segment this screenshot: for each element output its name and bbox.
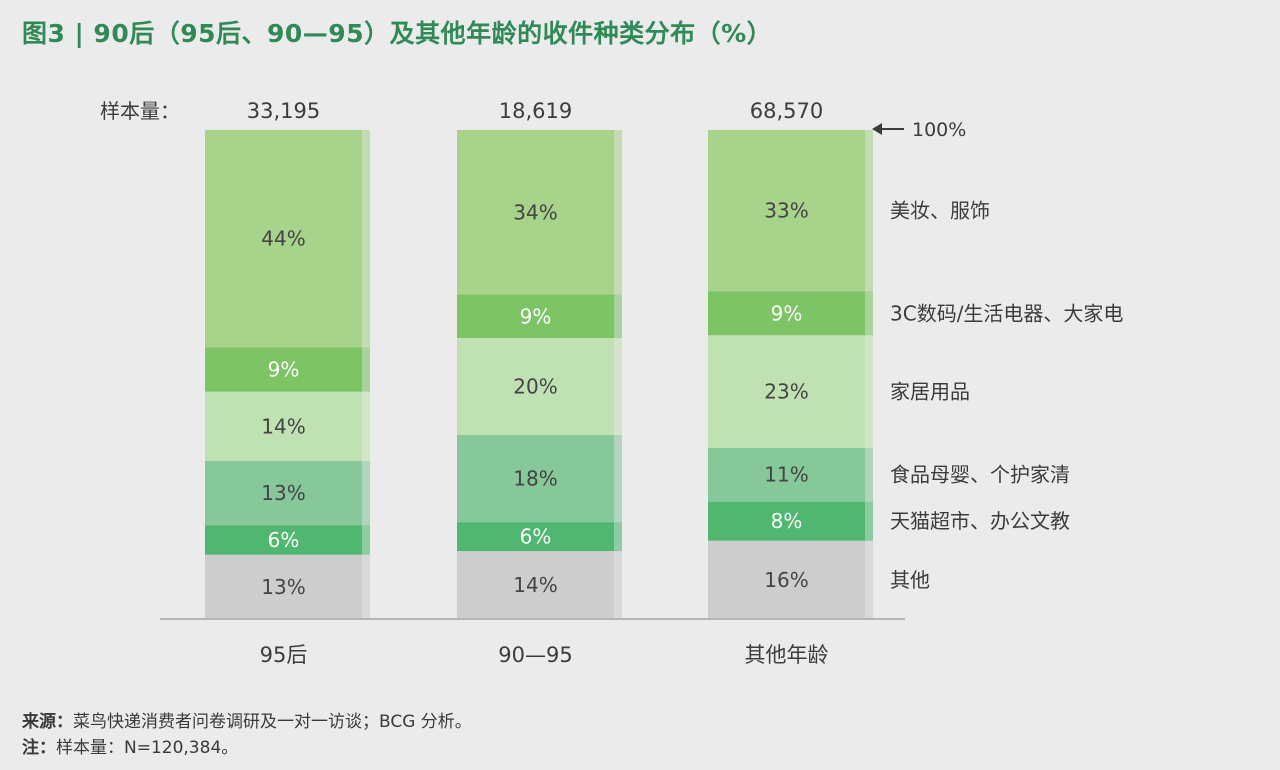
bar-segment — [457, 522, 614, 552]
bar-value-label: 9% — [771, 301, 803, 325]
value-labels-group: 44% 9% 14% 13% 6% 13% 34% 9% 20% 18% 6% 14% 33% 9% 23%… — [261, 199, 808, 599]
sample-size-value: 68,570 — [750, 99, 823, 123]
bar-segment — [457, 130, 614, 295]
bar-value-label: 14% — [513, 573, 557, 597]
bar-segment-shade — [614, 294, 622, 339]
footer: 来源：菜鸟快递消费者问卷调研及一对一访谈；BCG 分析。 注：样本量：N=120… — [22, 709, 472, 761]
bar-segment — [708, 540, 865, 619]
bar-segment-shade — [362, 460, 370, 526]
bar-segment-shade — [614, 130, 622, 295]
sample-values-group: 33,195 18,619 68,570 — [247, 99, 823, 123]
source-label: 来源： — [22, 712, 73, 732]
bar-segment-shade — [362, 525, 370, 555]
bar-segment-shade — [614, 435, 622, 523]
bar-segment-shade — [362, 391, 370, 461]
legend-label: 其他 — [890, 568, 930, 592]
category-labels-group: 95后 90—95 其他年龄 — [260, 643, 829, 667]
bar-value-label: 8% — [771, 509, 803, 533]
bar-segment-shade — [614, 338, 622, 436]
bar-segment — [205, 130, 362, 348]
legend-label: 3C数码/生活电器、大家电 — [890, 301, 1123, 325]
bar-value-label: 44% — [261, 227, 305, 251]
bar-value-label: 16% — [764, 568, 808, 592]
bar-value-label: 13% — [261, 575, 305, 599]
bar-value-label: 23% — [764, 380, 808, 404]
bar-value-label: 9% — [268, 358, 300, 382]
legend-group: 美妆、服饰 3C数码/生活电器、大家电家居用品食品母婴、个护家清天猫超市、办公文教… — [890, 199, 1123, 592]
note-text: 样本量：N=120,384。 — [56, 738, 239, 758]
top-100-marker: 100% — [872, 119, 966, 141]
bar-segment-shade — [865, 291, 873, 336]
bars-group — [205, 130, 873, 619]
bar-segment-shade — [614, 551, 622, 619]
stacked-bar-chart: 样本量： 100% 44% 9% 14% 13% 6% 13% 34% 9% 20% 18% 6% 1… — [100, 99, 1123, 667]
category-label: 90—95 — [498, 643, 572, 667]
bar-value-label: 6% — [268, 528, 300, 552]
marker-label: 100% — [912, 119, 966, 141]
bar-segment-shade — [362, 347, 370, 392]
bar-segment-shade — [865, 540, 873, 619]
chart-title: 图3 | 90后（95后、90—95）及其他年龄的收件种类分布（%） — [22, 19, 773, 48]
bar-segment — [708, 447, 865, 502]
sample-size-value: 33,195 — [247, 99, 320, 123]
category-label: 95后 — [260, 643, 308, 667]
bar-segment — [205, 525, 362, 555]
bar-value-label: 14% — [261, 414, 305, 438]
bar-segment — [205, 391, 362, 461]
bar-segment — [708, 335, 865, 448]
bar-value-label: 34% — [513, 200, 557, 224]
bar-segment — [457, 338, 614, 436]
bar-value-label: 20% — [513, 375, 557, 399]
bar-value-label: 18% — [513, 467, 557, 491]
bar-segment-shade — [362, 554, 370, 619]
source-line: 来源：菜鸟快递消费者问卷调研及一对一访谈；BCG 分析。 — [22, 709, 472, 735]
source-text: 菜鸟快递消费者问卷调研及一对一访谈；BCG 分析。 — [73, 712, 472, 732]
note-label: 注： — [22, 738, 56, 758]
sample-size-label: 样本量： — [100, 99, 180, 123]
bar-segment-shade — [362, 130, 370, 348]
legend-label: 食品母婴、个护家清 — [890, 463, 1070, 487]
bar-segment-shade — [865, 447, 873, 502]
bar-value-label: 13% — [261, 481, 305, 505]
bar-value-label: 11% — [764, 463, 808, 487]
bar-segment — [708, 130, 865, 292]
bar-segment-shade — [865, 501, 873, 541]
legend-label: 天猫超市、办公文教 — [890, 509, 1070, 533]
bar-segment — [457, 551, 614, 619]
sample-size-value: 18,619 — [499, 99, 572, 123]
bar-segment — [708, 501, 865, 541]
legend-label: 美妆、服饰 — [890, 199, 990, 223]
bar-segment — [457, 435, 614, 523]
bar-segment — [205, 460, 362, 526]
bar-value-label: 9% — [520, 304, 552, 328]
marker-arrow-head — [872, 123, 882, 135]
legend-label: 家居用品 — [890, 380, 970, 404]
bar-segment — [205, 347, 362, 392]
bar-value-label: 6% — [520, 525, 552, 549]
bar-segment — [708, 291, 865, 336]
note-line: 注：样本量：N=120,384。 — [22, 735, 472, 761]
bar-value-label: 33% — [764, 199, 808, 223]
bar-segment-shade — [614, 522, 622, 552]
bar-segment-shade — [865, 130, 873, 292]
category-label: 其他年龄 — [745, 643, 829, 667]
bar-segment — [457, 294, 614, 339]
bar-segment — [205, 554, 362, 619]
bar-segment-shade — [865, 335, 873, 448]
